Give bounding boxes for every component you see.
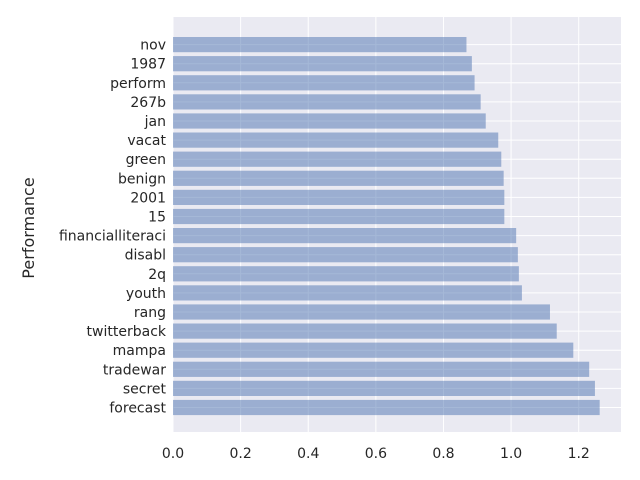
y-tick-label: 2001: [130, 190, 166, 206]
y-axis-label: Performance: [19, 177, 38, 278]
x-tick-label: 0.0: [162, 446, 184, 462]
y-tick-label: rang: [134, 305, 166, 321]
bars: [173, 37, 600, 416]
y-tick-label: tradewar: [103, 362, 166, 378]
bar-tradewar: [173, 361, 590, 377]
y-tick-label: disabl: [125, 248, 166, 264]
bar-youth: [173, 285, 522, 301]
bar-rang: [173, 304, 550, 320]
bar-perform: [173, 75, 475, 91]
bar-vacat: [173, 132, 499, 148]
bar-forecast: [173, 399, 600, 416]
bar-secret: [173, 380, 595, 396]
y-tick-label: forecast: [109, 401, 166, 417]
bar-benign: [173, 170, 504, 186]
y-tick-label: twitterback: [87, 324, 167, 340]
y-tick-label: perform: [110, 76, 166, 92]
x-tick-label: 1.0: [500, 446, 522, 462]
bar-15: [173, 208, 505, 225]
y-tick-label: green: [126, 152, 166, 168]
x-tick-label: 0.8: [432, 446, 454, 462]
bar-jan: [173, 113, 486, 129]
y-tick-labels: forecast secret tradewar mampa twitterback ra…: [59, 38, 167, 417]
bar-mampa: [173, 342, 574, 358]
bar-267b: [173, 94, 481, 110]
bar-2q: [173, 266, 519, 282]
bar-twitterback: [173, 323, 557, 339]
x-tick-label: 0.4: [297, 446, 319, 462]
bar-financialliteraci: [173, 228, 517, 244]
x-tick-label: 0.6: [365, 446, 387, 462]
y-tick-label: secret: [123, 381, 167, 397]
y-tick-label: 267b: [130, 95, 166, 111]
y-tick-label: 15: [148, 210, 166, 226]
bar-nov: [173, 37, 467, 53]
y-tick-label: jan: [144, 114, 166, 130]
bar-disabl: [173, 247, 518, 263]
y-tick-label: nov: [140, 38, 166, 54]
y-tick-label: mampa: [113, 343, 166, 359]
x-tick-label: 1.2: [568, 446, 590, 462]
y-tick-label: youth: [126, 286, 166, 302]
bar-green: [173, 151, 502, 167]
bar-1987: [173, 56, 472, 72]
x-tick-labels: 0.0 0.2 0.4 0.6 0.8 1.0 1.2: [162, 446, 590, 462]
y-tick-label: vacat: [127, 133, 166, 149]
y-tick-label: benign: [118, 171, 166, 187]
y-tick-label: 1987: [130, 57, 166, 73]
bar-2001: [173, 189, 505, 205]
y-tick-label: 2q: [148, 267, 166, 283]
x-tick-label: 0.2: [229, 446, 251, 462]
y-tick-label: financialliteraci: [59, 229, 166, 245]
